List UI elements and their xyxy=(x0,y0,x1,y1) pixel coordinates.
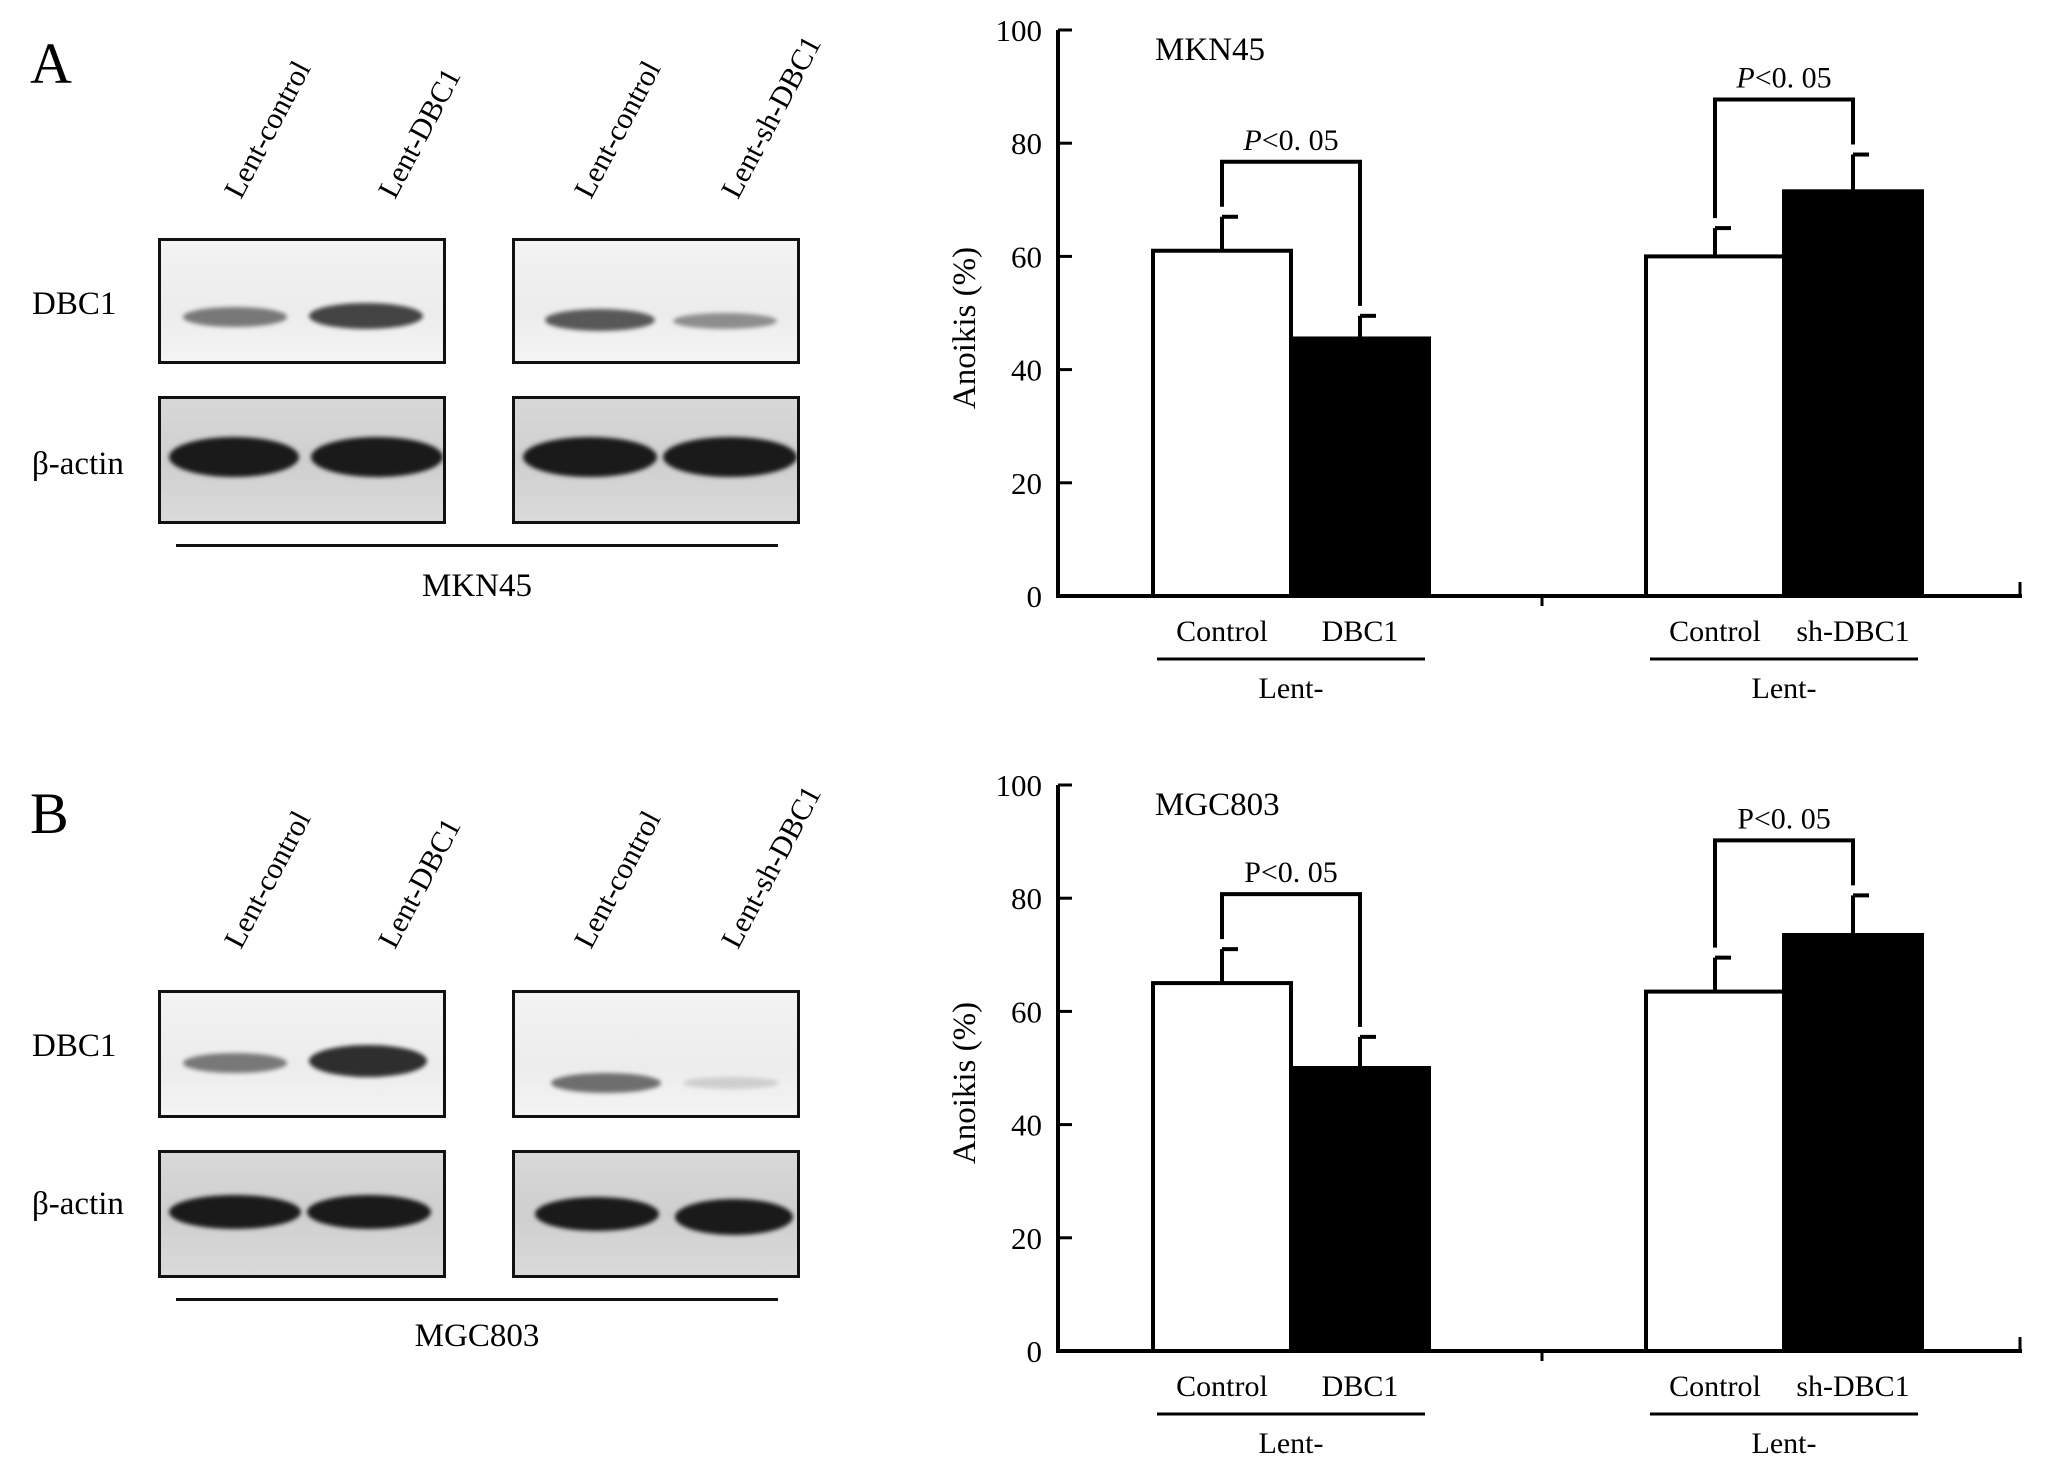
significance-bracket xyxy=(1713,97,1855,219)
blot-band xyxy=(673,313,777,329)
lane-label: Lent-DBC1 xyxy=(371,812,468,954)
bar xyxy=(1289,336,1431,598)
lane-label: Lent-DBC1 xyxy=(371,62,468,204)
y-tick-label: 100 xyxy=(996,768,1043,803)
category-label: DBC1 xyxy=(1322,1370,1399,1403)
y-tick-label: 20 xyxy=(1011,466,1042,501)
cell-line-rule xyxy=(176,1298,778,1301)
panel-letter: A xyxy=(30,31,72,96)
lane-label: Lent-control xyxy=(567,55,668,204)
lane-label: Lent-sh-DBC1 xyxy=(714,30,828,204)
significance-bracket xyxy=(1220,159,1362,306)
blot-band xyxy=(169,437,299,477)
blot-band xyxy=(169,1195,301,1229)
y-tick-label: 100 xyxy=(996,13,1043,48)
group-label: Lent- xyxy=(1752,672,1817,705)
blot-band xyxy=(183,1053,287,1073)
actin-blot-left xyxy=(158,396,446,524)
lane-label: Lent-control xyxy=(217,805,318,954)
y-tick-label: 0 xyxy=(1027,579,1043,614)
bar xyxy=(1782,189,1924,598)
y-tick-label: 80 xyxy=(1011,881,1042,916)
blot-band xyxy=(663,437,797,477)
y-tick-label: 40 xyxy=(1011,353,1042,388)
bar xyxy=(1644,254,1786,598)
group-label: Lent- xyxy=(1259,1427,1324,1460)
category-label: Control xyxy=(1176,1370,1268,1403)
bar xyxy=(1644,989,1786,1353)
category-label: sh-DBC1 xyxy=(1796,615,1909,648)
lane-label: Lent-control xyxy=(567,805,668,954)
lane-label: Lent-control xyxy=(217,55,318,204)
panel-letter: B xyxy=(30,781,69,846)
blot-band xyxy=(311,437,443,477)
category-label: Control xyxy=(1669,615,1761,648)
significance-bracket xyxy=(1713,838,1855,948)
y-tick-label: 80 xyxy=(1011,126,1042,161)
y-tick-label: 20 xyxy=(1011,1221,1042,1256)
blot-row-label: β-actin xyxy=(32,446,124,482)
cell-line-label: MGC803 xyxy=(414,1318,540,1354)
blot-band xyxy=(545,309,655,331)
anoikis-chart-b: 0 20 40 60 80 100 Anoikis (%) MGC803 Control DBC1… xyxy=(947,768,2022,1460)
blot-band xyxy=(551,1073,661,1093)
actin-blot-left xyxy=(158,1150,446,1278)
y-axis-label: Anoikis (%) xyxy=(947,247,983,409)
dbc1-blot-left xyxy=(158,238,446,364)
blot-row-label: DBC1 xyxy=(32,1028,117,1064)
dbc1-blot-left xyxy=(158,990,446,1118)
bar xyxy=(1151,248,1293,599)
blot-band xyxy=(675,1199,793,1235)
blot-band xyxy=(309,303,423,329)
significance-bracket xyxy=(1220,892,1362,1027)
dbc1-blot-right xyxy=(512,238,800,364)
category-label: Control xyxy=(1176,615,1268,648)
blot-band xyxy=(683,1077,779,1089)
blot-band xyxy=(183,307,287,327)
significance-label: P<0. 05 xyxy=(1244,856,1338,889)
y-tick-label: 60 xyxy=(1011,239,1042,274)
significance-label: P<0. 05 xyxy=(1735,62,1831,95)
cell-line-rule xyxy=(176,544,778,547)
category-label: sh-DBC1 xyxy=(1796,1370,1909,1403)
lane-label: Lent-sh-DBC1 xyxy=(714,780,828,954)
group-label: Lent- xyxy=(1259,672,1324,705)
y-tick-label: 60 xyxy=(1011,994,1042,1029)
bar xyxy=(1782,932,1924,1354)
actin-blot-right xyxy=(512,1150,800,1278)
blot-row-label: DBC1 xyxy=(32,286,117,322)
group-label: Lent- xyxy=(1752,1427,1817,1460)
chart-title: MKN45 xyxy=(1155,32,1265,68)
dbc1-blot-right xyxy=(512,990,800,1118)
bar xyxy=(1289,1066,1431,1353)
anoikis-chart-a: 0 20 40 60 80 100 Anoikis (%) MKN45 Control DBC1 L… xyxy=(947,13,2022,705)
y-tick-label: 40 xyxy=(1011,1108,1042,1143)
y-tick-label: 0 xyxy=(1027,1334,1043,1369)
y-axis-label: Anoikis (%) xyxy=(947,1002,983,1164)
chart-title: MGC803 xyxy=(1155,787,1280,823)
significance-label: P<0. 05 xyxy=(1242,124,1338,157)
bar xyxy=(1151,981,1293,1353)
actin-blot-right xyxy=(512,396,800,524)
category-label: Control xyxy=(1669,1370,1761,1403)
blot-band xyxy=(307,1195,431,1229)
blot-band xyxy=(535,1197,659,1231)
blot-band xyxy=(309,1045,427,1077)
blot-band xyxy=(523,437,657,477)
significance-label: P<0. 05 xyxy=(1737,802,1831,835)
blot-row-label: β-actin xyxy=(32,1186,124,1222)
cell-line-label: MKN45 xyxy=(421,568,532,604)
category-label: DBC1 xyxy=(1322,615,1399,648)
